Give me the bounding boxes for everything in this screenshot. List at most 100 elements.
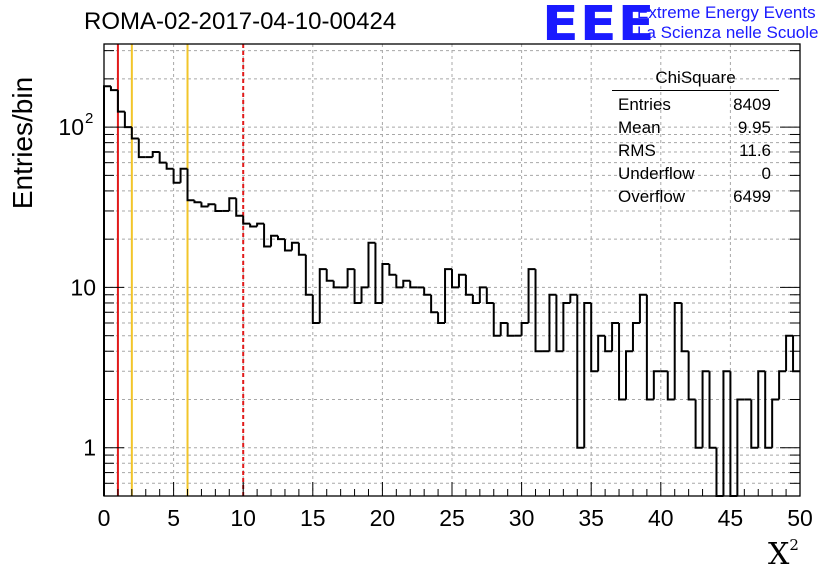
histogram-bin: [235, 198, 244, 217]
x-tick-label: 45: [718, 505, 744, 531]
x-tick-label: 50: [787, 505, 813, 531]
histogram-bin: [729, 371, 738, 497]
histogram-bin: [325, 269, 334, 282]
logo-line-1: Extreme Energy Events: [637, 3, 816, 22]
histogram-bin: [631, 321, 640, 352]
histogram-bin: [618, 322, 626, 401]
stats-title: ChiSquare: [612, 66, 779, 91]
y-tick-label-exponent: 2: [85, 110, 93, 127]
histogram-bin: [694, 399, 703, 449]
histogram-bin: [109, 86, 118, 92]
histogram-bin: [778, 370, 787, 400]
histogram-bin: [430, 294, 439, 314]
stats-row-entries: Entries 8409: [618, 95, 771, 114]
histogram-bin: [249, 223, 258, 228]
histogram-bin: [687, 351, 696, 401]
chart-title: ROMA-02-2017-04-10-00424: [84, 8, 397, 35]
x-tick-label: 10: [230, 505, 256, 531]
histogram-bin: [151, 150, 160, 158]
histogram-bin: [137, 138, 146, 159]
histogram-bin: [374, 242, 383, 304]
histogram-bin: [485, 287, 494, 304]
histogram-bin: [179, 167, 188, 183]
histogram-bin: [283, 239, 292, 252]
histogram-bin: [116, 90, 125, 113]
histogram-bin: [346, 268, 355, 288]
histogram-bin: [263, 223, 272, 248]
histogram-bin: [158, 151, 167, 164]
histogram-bin: [207, 203, 216, 207]
histogram-bin: [611, 321, 620, 352]
histogram-bin: [673, 301, 682, 400]
histogram-bin: [311, 294, 320, 324]
stats-row-underflow: Underflow 0: [618, 164, 771, 183]
histogram-bin: [562, 301, 571, 352]
histogram-bin: [457, 273, 466, 288]
histogram-bin: [590, 302, 599, 373]
histogram-bin: [409, 280, 418, 289]
histogram-bin: [583, 301, 592, 448]
histogram-bin: [381, 263, 390, 303]
histogram-bin: [625, 350, 633, 400]
histogram-bin: [228, 197, 237, 211]
histogram-bin: [451, 269, 459, 289]
histogram-bin: [367, 241, 376, 288]
histogram-bin: [506, 322, 515, 337]
histogram-bin: [353, 269, 362, 304]
histogram-bin: [652, 370, 661, 400]
histogram-bin: [680, 302, 689, 353]
histogram-bin: [597, 334, 606, 372]
histogram-bin: [750, 399, 759, 449]
histogram-bin: [708, 371, 717, 449]
histogram-bin: [332, 280, 341, 289]
stats-row-mean: Mean 9.95: [618, 118, 771, 137]
histogram-bin: [492, 302, 501, 337]
histogram-bin: [569, 293, 578, 303]
histogram-bin: [297, 242, 306, 256]
y-axis-label: Entries/bin: [7, 76, 38, 210]
histogram-bin: [757, 370, 766, 448]
reference-lines: [116, 44, 245, 496]
histogram-bin: [604, 335, 613, 353]
histogram-bin: [130, 127, 139, 140]
histogram-bin: [423, 287, 432, 296]
y-tick-label: 1: [83, 435, 96, 461]
histogram-bin: [186, 168, 195, 202]
histogram-bin: [701, 370, 710, 448]
histogram-bin: [792, 335, 800, 373]
y-tick-label: 10: [58, 114, 84, 140]
histogram-bin: [165, 162, 174, 170]
y-tick-label: 10: [70, 274, 96, 300]
histogram-bin: [764, 371, 773, 449]
histogram-bin: [534, 269, 543, 353]
histogram-bin: [736, 398, 745, 496]
x-tick-label: 5: [167, 505, 180, 531]
stats-row-rms: RMS 11.6: [618, 141, 771, 160]
histogram-bin: [395, 274, 404, 289]
stats-row-overflow: Overflow 6499: [618, 187, 771, 206]
histogram-bin: [548, 293, 557, 352]
histogram-bin: [193, 200, 202, 204]
histogram-bin: [290, 241, 299, 251]
histogram-bin: [270, 234, 278, 247]
histogram-bin: [172, 168, 181, 184]
eee-logo: EEE: [542, 0, 656, 52]
histogram-bin: [666, 371, 675, 401]
histogram-bin: [402, 279, 411, 288]
histogram-bin: [520, 321, 529, 336]
histogram-bin: [785, 334, 794, 372]
histogram-bin: [388, 264, 397, 276]
histogram-bin: [200, 202, 209, 208]
x-tick-label: 15: [300, 505, 326, 531]
logo-line-2: La Scienza nelle Scuole: [637, 23, 819, 42]
histogram-bin: [478, 286, 487, 303]
axis-ticks: [103, 50, 801, 497]
histogram-bin: [645, 294, 654, 401]
histogram-bin: [304, 254, 313, 296]
x-tick-label: 25: [439, 505, 465, 531]
histogram-bin: [499, 321, 508, 336]
x-tick-label: 0: [98, 505, 111, 531]
histogram-bin: [256, 222, 265, 227]
histogram-bin: [527, 268, 536, 323]
